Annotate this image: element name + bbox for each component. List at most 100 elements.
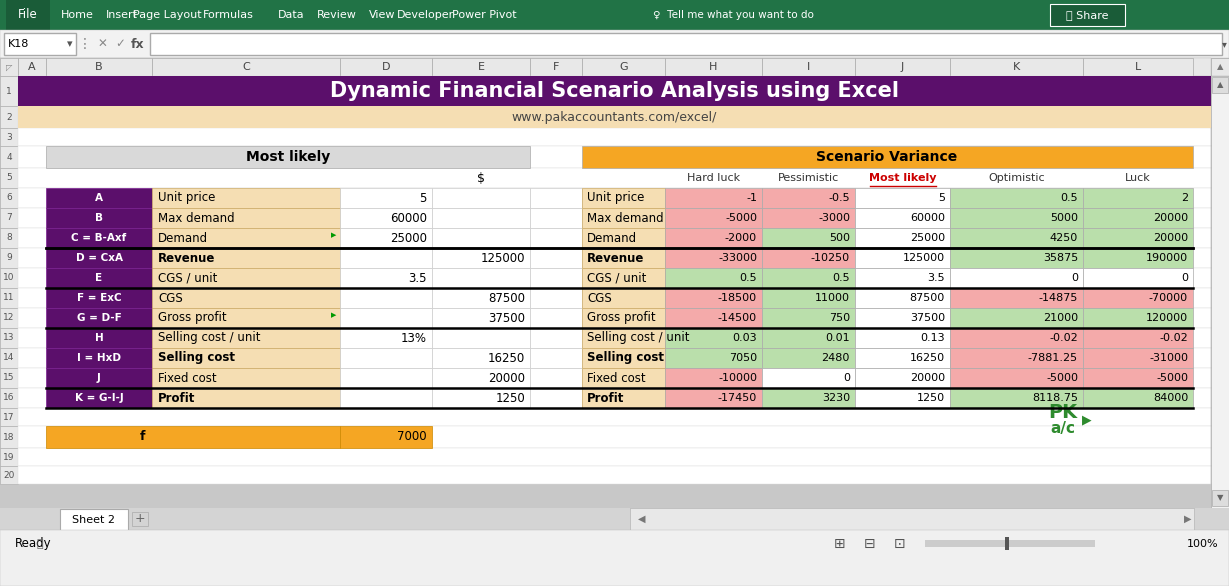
Text: 125000: 125000 [481, 251, 525, 264]
Bar [433, 388, 530, 408]
Bar [1083, 368, 1193, 388]
Bar [18, 388, 1211, 408]
Bar [1083, 208, 1193, 228]
Bar [0, 426, 18, 448]
Bar [18, 426, 1211, 448]
Text: ▶: ▶ [332, 232, 337, 238]
Bar [0, 530, 1229, 586]
Bar [152, 368, 340, 388]
Text: -18500: -18500 [718, 293, 757, 303]
Bar [18, 76, 1211, 106]
Text: Ready: Ready [15, 537, 52, 550]
Bar [583, 368, 665, 388]
Bar [855, 268, 950, 288]
Bar [1005, 537, 1009, 550]
Bar [152, 248, 340, 268]
Text: I = HxD: I = HxD [77, 353, 120, 363]
Text: E: E [96, 273, 102, 283]
Bar [0, 30, 1229, 58]
Text: $: $ [477, 172, 485, 185]
Bar [1211, 208, 1229, 228]
Bar [762, 348, 855, 368]
Bar [340, 348, 433, 368]
Bar [0, 368, 18, 388]
Bar [0, 288, 18, 308]
Text: -17450: -17450 [718, 393, 757, 403]
Bar [583, 388, 665, 408]
Text: 190000: 190000 [1145, 253, 1188, 263]
Bar [1211, 76, 1229, 508]
Text: D: D [382, 62, 391, 72]
Text: 7050: 7050 [729, 353, 757, 363]
Bar [583, 288, 665, 308]
Text: 1250: 1250 [917, 393, 945, 403]
Bar [530, 58, 583, 76]
Text: Fixed cost: Fixed cost [159, 372, 216, 384]
Bar [530, 228, 583, 248]
Text: Unit price: Unit price [159, 192, 215, 205]
Bar [1211, 408, 1229, 426]
Bar [950, 288, 1083, 308]
Bar [855, 188, 950, 208]
Text: ✓: ✓ [116, 38, 125, 50]
Text: ♀  Tell me what you want to do: ♀ Tell me what you want to do [653, 10, 814, 20]
Bar [433, 288, 530, 308]
Bar [665, 288, 762, 308]
Text: 14: 14 [4, 353, 15, 363]
Bar [1211, 288, 1229, 308]
Text: -14500: -14500 [718, 313, 757, 323]
Bar [433, 248, 530, 268]
Bar [0, 58, 1211, 76]
Bar [18, 308, 1211, 328]
Text: 87500: 87500 [909, 293, 945, 303]
Bar [855, 328, 950, 348]
Text: -14875: -14875 [1039, 293, 1078, 303]
Bar [45, 248, 152, 268]
Bar [0, 466, 18, 484]
Bar [0, 106, 18, 128]
Text: 13%: 13% [401, 332, 426, 345]
Bar [583, 208, 665, 228]
Text: Profit: Profit [159, 391, 195, 404]
Text: Max demand: Max demand [159, 212, 235, 224]
Text: -5000: -5000 [1156, 373, 1188, 383]
Text: 20000: 20000 [1153, 213, 1188, 223]
Bar [6, 0, 50, 30]
Text: Gross profit: Gross profit [587, 312, 655, 325]
Text: K18: K18 [9, 39, 29, 49]
Bar [762, 228, 855, 248]
Bar [152, 348, 340, 368]
Text: 16250: 16250 [909, 353, 945, 363]
Text: 18: 18 [4, 432, 15, 441]
Bar [1083, 288, 1193, 308]
Bar [1211, 448, 1229, 466]
Text: 5: 5 [938, 193, 945, 203]
Text: K: K [1013, 62, 1020, 72]
Text: 20000: 20000 [1153, 233, 1188, 243]
Bar [0, 248, 18, 268]
Bar [1212, 490, 1228, 506]
Bar [433, 328, 530, 348]
Bar [583, 146, 1193, 168]
Text: ⊟: ⊟ [864, 537, 876, 551]
Text: fx: fx [132, 38, 145, 50]
Text: 125000: 125000 [903, 253, 945, 263]
Text: B: B [95, 62, 103, 72]
Text: 2480: 2480 [822, 353, 850, 363]
Bar [45, 368, 152, 388]
Bar [18, 168, 1211, 188]
Bar [0, 308, 18, 328]
Text: 16: 16 [4, 394, 15, 403]
Text: 25000: 25000 [909, 233, 945, 243]
Text: Formulas: Formulas [203, 10, 253, 20]
Text: -1: -1 [746, 193, 757, 203]
Bar [950, 228, 1083, 248]
Bar [152, 288, 340, 308]
Bar [340, 426, 433, 448]
Bar [340, 388, 433, 408]
Bar [18, 76, 1211, 106]
Text: Selling cost / unit: Selling cost / unit [159, 332, 261, 345]
Bar [1211, 348, 1229, 368]
Text: 7: 7 [6, 213, 12, 223]
Bar [1050, 4, 1125, 26]
